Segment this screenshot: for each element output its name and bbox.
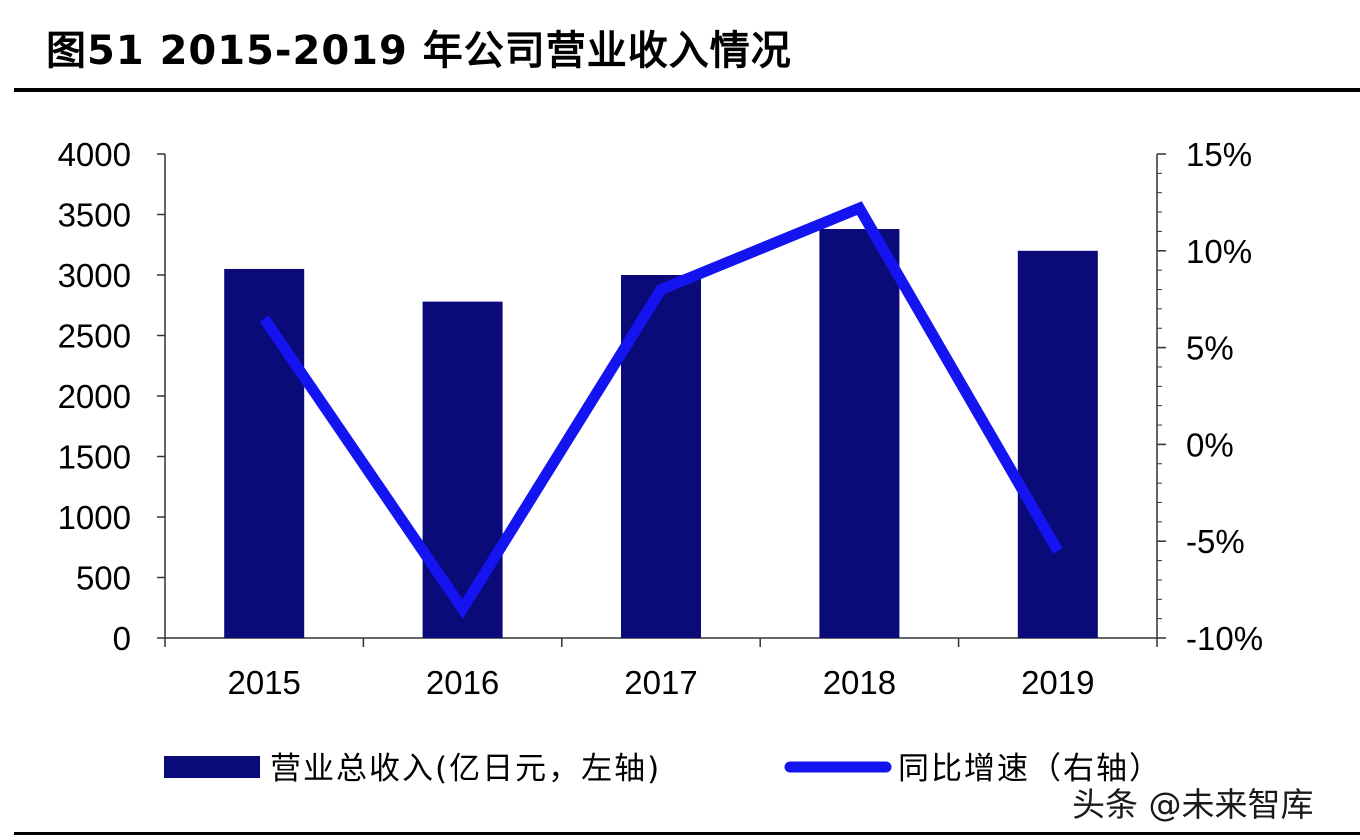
legend-label-growth: 同比增速（右轴）: [898, 751, 1162, 787]
left-axis-tick-label: 3500: [58, 197, 131, 234]
revenue-bar: [422, 301, 503, 638]
left-axis-tick-label: 0: [113, 620, 131, 657]
revenue-bar: [224, 268, 305, 638]
right-axis-tick-label: -5%: [1186, 523, 1245, 560]
left-axis-tick-label: 4000: [58, 136, 131, 173]
x-axis-tick-label: 2017: [624, 664, 697, 701]
top-rule: [14, 88, 1360, 92]
right-axis-tick-label: 0%: [1186, 426, 1234, 463]
right-axis-tick-label: 15%: [1186, 136, 1252, 173]
bottom-rule: [14, 832, 1360, 835]
revenue-bar: [819, 229, 900, 638]
legend-swatch-revenue: [164, 756, 260, 778]
legend-label-revenue: 营业总收入(亿日元，左轴): [270, 751, 661, 787]
left-axis-tick-label: 1000: [58, 499, 131, 536]
revenue-bar: [1017, 250, 1098, 639]
left-axis-tick-label: 2500: [58, 318, 131, 355]
x-axis-tick-label: 2016: [426, 664, 499, 701]
right-axis-tick-label: 5%: [1186, 330, 1234, 367]
right-axis-tick-label: 10%: [1186, 233, 1252, 270]
left-axis-tick-label: 500: [76, 560, 131, 597]
watermark: 头条 @未来智库: [1072, 785, 1314, 824]
left-axis-tick-label: 3000: [58, 257, 131, 294]
x-axis-tick-label: 2018: [823, 664, 896, 701]
left-axis-tick-label: 1500: [58, 439, 131, 476]
left-axis-tick-label: 2000: [58, 378, 131, 415]
right-axis-tick-label: -10%: [1186, 620, 1263, 657]
figure-title: 图51 2015-2019 年公司营业收入情况: [46, 28, 792, 74]
x-axis-tick-label: 2019: [1021, 664, 1094, 701]
x-axis-tick-label: 2015: [227, 664, 300, 701]
